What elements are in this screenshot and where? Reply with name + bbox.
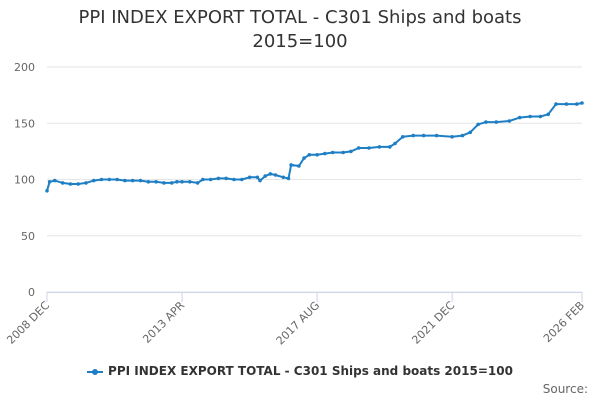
data-point-6 bbox=[84, 181, 88, 185]
data-point-27 bbox=[240, 177, 244, 182]
chart-title-line-1: PPI INDEX EXPORT TOTAL - C301 Ships and … bbox=[78, 7, 522, 28]
data-point-3 bbox=[60, 181, 65, 185]
data-point-7 bbox=[91, 178, 96, 183]
data-point-50 bbox=[401, 135, 405, 139]
data-point-61 bbox=[517, 115, 522, 120]
grid-lines bbox=[47, 66, 582, 293]
data-point-22 bbox=[201, 177, 205, 182]
data-point-12 bbox=[130, 178, 135, 183]
data-point-49 bbox=[393, 141, 397, 146]
y-tick-label-200: 200 bbox=[14, 61, 35, 74]
y-axis-ticks: 0 50 100 150 200 bbox=[14, 61, 35, 299]
data-point-20 bbox=[188, 180, 192, 184]
series-line-0 bbox=[46, 102, 583, 192]
data-point-56 bbox=[468, 130, 473, 135]
data-point-5 bbox=[76, 182, 80, 186]
x-tick-label-0: 2008 DEC bbox=[4, 299, 52, 347]
x-axis: 2008 DEC 2013 APR 2017 AUG 2021 DEC 2026 FEB bbox=[4, 292, 587, 347]
data-point-2 bbox=[53, 178, 57, 183]
data-point-47 bbox=[377, 145, 382, 149]
data-point-13 bbox=[138, 178, 143, 183]
data-point-30 bbox=[258, 178, 262, 183]
chart-title: PPI INDEX EXPORT TOTAL - C301 Ships and … bbox=[0, 6, 600, 54]
data-point-25 bbox=[224, 176, 228, 181]
legend[interactable]: PPI INDEX EXPORT TOTAL - C301 Ships and … bbox=[0, 364, 600, 378]
y-tick-label-150: 150 bbox=[14, 117, 35, 130]
data-point-54 bbox=[450, 135, 454, 139]
data-point-41 bbox=[323, 151, 327, 156]
x-tick-label-3: 2021 DEC bbox=[409, 299, 457, 347]
y-tick-label-100: 100 bbox=[14, 174, 35, 187]
data-point-32 bbox=[268, 172, 273, 176]
data-point-8 bbox=[99, 177, 104, 182]
data-point-64 bbox=[546, 112, 550, 117]
legend-label: PPI INDEX EXPORT TOTAL - C301 Ships and … bbox=[108, 364, 513, 378]
data-point-55 bbox=[460, 133, 465, 138]
data-point-65 bbox=[554, 102, 558, 106]
data-point-35 bbox=[286, 176, 291, 181]
data-point-53 bbox=[434, 133, 439, 138]
chart-title-line-2: 2015=100 bbox=[252, 31, 348, 52]
data-point-39 bbox=[307, 153, 312, 157]
data-point-44 bbox=[349, 149, 353, 154]
data-point-33 bbox=[273, 173, 278, 177]
data-point-23 bbox=[208, 177, 213, 182]
data-point-9 bbox=[107, 177, 112, 182]
data-point-68 bbox=[580, 101, 584, 105]
data-point-1 bbox=[47, 180, 52, 184]
data-point-48 bbox=[388, 145, 392, 149]
data-point-43 bbox=[341, 150, 345, 155]
data-point-14 bbox=[146, 180, 151, 184]
data-point-51 bbox=[411, 133, 416, 138]
y-tick-label-50: 50 bbox=[21, 230, 35, 243]
data-point-4 bbox=[68, 182, 73, 186]
data-point-58 bbox=[484, 120, 488, 124]
data-point-38 bbox=[302, 156, 306, 160]
data-point-24 bbox=[216, 176, 221, 181]
data-point-21 bbox=[195, 181, 200, 185]
data-point-15 bbox=[154, 180, 158, 184]
data-point-37 bbox=[297, 164, 301, 168]
data-point-60 bbox=[507, 119, 512, 123]
series-layer bbox=[45, 101, 584, 193]
data-point-31 bbox=[263, 174, 268, 178]
data-point-19 bbox=[180, 180, 184, 184]
data-point-28 bbox=[247, 175, 252, 180]
data-point-17 bbox=[169, 181, 174, 185]
data-point-10 bbox=[115, 177, 119, 182]
data-point-0 bbox=[45, 189, 49, 193]
data-point-11 bbox=[123, 178, 127, 183]
data-point-40 bbox=[315, 153, 319, 157]
data-point-57 bbox=[476, 122, 480, 127]
y-tick-label-0: 0 bbox=[28, 286, 35, 299]
data-point-18 bbox=[175, 180, 179, 184]
data-point-62 bbox=[528, 114, 532, 119]
data-point-34 bbox=[281, 175, 286, 180]
data-point-67 bbox=[575, 102, 579, 106]
data-point-29 bbox=[255, 175, 260, 180]
legend-swatch-icon bbox=[87, 368, 104, 375]
data-point-26 bbox=[232, 177, 236, 182]
x-tick-label-1: 2013 APR bbox=[140, 299, 187, 346]
data-point-36 bbox=[289, 163, 293, 167]
x-tick-label-4: 2026 FEB bbox=[541, 299, 587, 345]
data-point-16 bbox=[162, 181, 166, 185]
data-point-45 bbox=[356, 146, 361, 150]
data-point-59 bbox=[494, 120, 499, 124]
source-label: Source: bbox=[542, 382, 588, 396]
data-point-42 bbox=[330, 150, 335, 155]
data-point-46 bbox=[367, 146, 371, 150]
data-point-63 bbox=[538, 114, 543, 119]
data-point-52 bbox=[421, 133, 426, 138]
data-point-66 bbox=[564, 102, 569, 106]
x-tick-label-2: 2017 AUG bbox=[274, 299, 323, 348]
